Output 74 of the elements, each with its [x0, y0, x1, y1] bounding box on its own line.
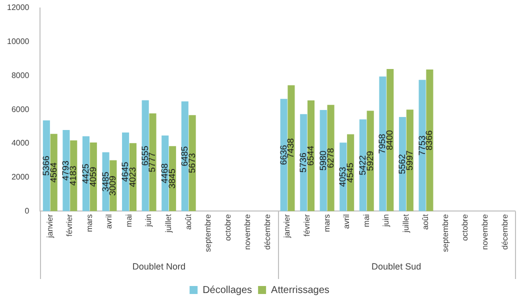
data-label: 6278	[325, 148, 336, 168]
data-label: 7753	[416, 136, 427, 156]
data-label: 4059	[88, 166, 98, 187]
y-tick-label: 0	[24, 206, 30, 216]
data-label: 5980	[318, 150, 328, 171]
y-tick-label: 8000	[11, 70, 30, 80]
data-label: 4564	[48, 162, 58, 183]
x-tick-label: janvier	[45, 214, 54, 239]
y-tick-label: 2000	[11, 172, 30, 182]
x-tick-label: avril	[104, 214, 114, 229]
data-label: 6636	[278, 145, 288, 166]
data-label: 3485	[100, 172, 110, 192]
bar	[188, 115, 196, 212]
data-label: 7438	[286, 138, 296, 158]
x-tick-label: juillet	[401, 213, 410, 234]
x-tick-label: juin	[144, 214, 154, 228]
text: Doublet Sud	[372, 261, 422, 272]
data-label: 4545	[345, 162, 356, 183]
x-tick-label: juin	[382, 214, 391, 228]
x-tick-label: mars	[322, 214, 332, 232]
bar	[307, 100, 315, 212]
data-label: 8366	[424, 130, 434, 150]
data-label: 5562	[396, 154, 407, 174]
x-tick-label: janvier	[282, 214, 292, 239]
x-tick-label: décembre	[500, 214, 510, 250]
y-tick-label: 4000	[11, 138, 30, 148]
x-tick-label: novembre	[480, 214, 490, 250]
data-label: 3845	[167, 168, 178, 189]
data-label: 5777	[147, 152, 158, 172]
x-tick-label: septembre	[204, 214, 213, 252]
x-tick-label: octobre	[460, 214, 470, 241]
x-tick-label: février	[302, 214, 312, 236]
x-tick-label: mai	[124, 214, 134, 228]
bar	[426, 70, 434, 212]
bar	[149, 113, 156, 212]
x-tick-label: août	[421, 213, 430, 230]
bar	[386, 68, 394, 212]
x-tick-label: novembre	[243, 214, 252, 250]
bar	[379, 76, 386, 212]
data-label: 6555	[140, 146, 150, 166]
data-label: 5929	[364, 150, 375, 172]
text: Doublet Nord	[132, 261, 186, 272]
data-label: 4468	[160, 163, 170, 184]
x-tick-label: février	[65, 214, 74, 236]
bar	[327, 104, 334, 212]
data-label: 7958	[377, 134, 388, 154]
x-tick-label: août	[184, 213, 193, 230]
data-label: 4183	[68, 166, 78, 186]
y-tick-label: 6000	[11, 104, 30, 114]
x-tick-label: décembre	[262, 214, 272, 250]
x-tick-label: avril	[342, 214, 352, 229]
data-label: 4425	[80, 164, 90, 184]
bar	[406, 110, 414, 212]
data-label: 5366	[40, 156, 51, 176]
data-label: 5673	[186, 153, 197, 174]
x-tick-label: mars	[84, 214, 94, 232]
x-tick-label: juillet	[164, 213, 174, 234]
data-label: 6485	[179, 146, 190, 166]
data-label: 8400	[384, 130, 395, 150]
data-label: 4053	[338, 166, 348, 187]
bar	[288, 85, 295, 212]
bar	[418, 80, 426, 212]
data-label: 3009	[108, 176, 118, 196]
data-label: 5422	[357, 155, 368, 176]
legend-label: Décollages	[202, 284, 252, 296]
x-tick-label: septembre	[440, 214, 450, 252]
x-tick-label: mai	[362, 214, 371, 228]
data-label: 5997	[404, 150, 414, 170]
data-label: 4793	[60, 160, 71, 181]
legend-label: Atterrissages	[271, 284, 330, 296]
bar	[300, 114, 308, 212]
y-tick-label: 12000	[6, 3, 30, 12]
x-tick-label: octobre	[223, 214, 232, 241]
y-tick-label: 10000	[6, 37, 30, 46]
